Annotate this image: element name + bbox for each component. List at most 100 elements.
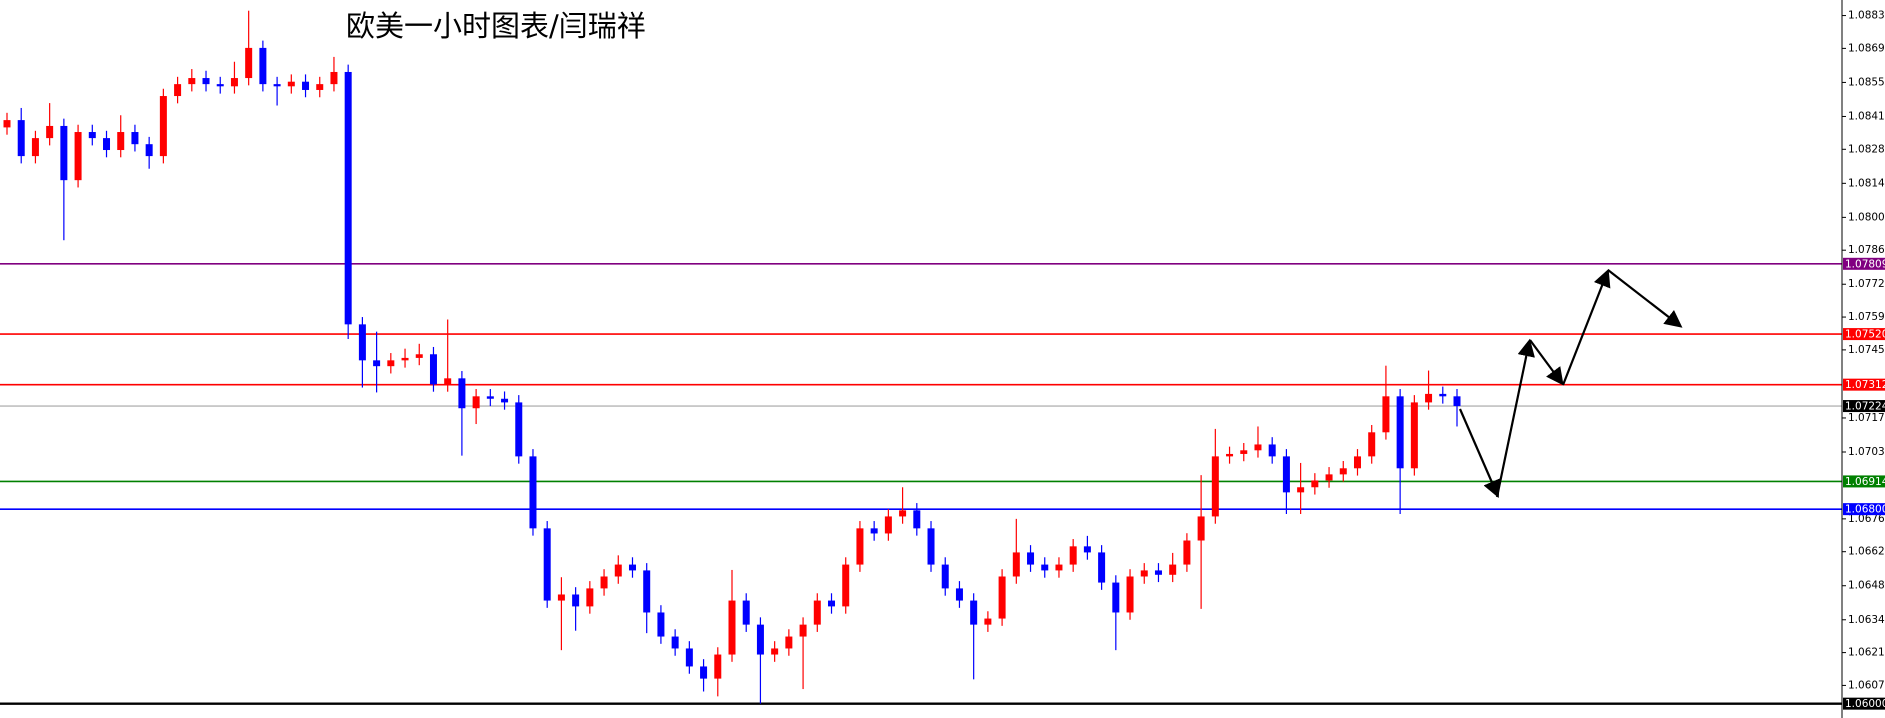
candle-body [1112, 582, 1120, 613]
candle-body [1410, 402, 1418, 469]
candle-body [1183, 540, 1191, 565]
arrow [1529, 339, 1564, 386]
candle-body [472, 396, 480, 409]
y-tick-label: 1.08695 [1848, 42, 1885, 54]
candle-body [714, 654, 722, 679]
arrow [1458, 408, 1500, 499]
candle-body [17, 120, 25, 157]
candle-body [998, 576, 1006, 619]
y-tick-label: 1.06075 [1848, 679, 1885, 691]
candle-body [259, 47, 267, 85]
candle-body [1353, 456, 1361, 469]
candle-body [1098, 552, 1106, 583]
candle-body [742, 600, 750, 625]
candle-body [756, 624, 764, 655]
candle-body [1169, 564, 1177, 575]
candle-body [1197, 516, 1205, 541]
candle-body [316, 84, 324, 90]
candle-body [515, 402, 523, 457]
candle-body [884, 516, 892, 534]
candle-body [913, 510, 921, 529]
candle-body [415, 354, 423, 358]
candle-body [302, 81, 310, 90]
level-label: 1.07224 [1845, 401, 1885, 413]
candle-body [188, 78, 196, 85]
candle-body [1339, 468, 1347, 475]
y-tick-label: 1.06760 [1848, 513, 1885, 525]
candle-body [1439, 393, 1447, 397]
candle-body [828, 600, 836, 607]
candle-body [586, 588, 594, 607]
level-label: 1.06000 [1845, 698, 1885, 710]
candle-body [1282, 456, 1290, 493]
candle-body [614, 564, 622, 577]
candle-body [245, 47, 253, 79]
candle-body [330, 71, 338, 85]
candle-body [216, 84, 224, 87]
candle-body [643, 570, 651, 613]
candle-body [1254, 444, 1262, 451]
candle-body [941, 564, 949, 589]
level-label-box [1843, 400, 1885, 413]
candle-body [600, 576, 608, 589]
candle-body [1211, 456, 1219, 517]
candle-body [557, 594, 565, 601]
level-label: 1.06914 [1845, 476, 1885, 488]
candle-body [842, 564, 850, 607]
chart-title: 欧美一小时图表/闫瑞祥 [346, 9, 646, 43]
level-label-box [1843, 503, 1885, 516]
y-tick-label: 1.08280 [1848, 143, 1885, 155]
candle-body [1368, 432, 1376, 457]
candle-body [1012, 552, 1020, 577]
candle-body [1126, 576, 1134, 613]
candle-body [771, 648, 779, 655]
level-label-box [1843, 257, 1885, 270]
candle-body [529, 456, 537, 529]
candle-body [628, 564, 636, 571]
candle-body [458, 378, 466, 409]
candle-body [444, 378, 452, 385]
candle-body [486, 396, 494, 399]
level-label: 1.07312 [1845, 379, 1885, 391]
candle-body [1083, 546, 1091, 553]
candle-body [1240, 450, 1248, 454]
candle-body [3, 120, 11, 128]
candle-body [145, 144, 153, 157]
candle-body [1396, 396, 1404, 469]
y-tick-label: 1.07455 [1848, 344, 1885, 356]
y-tick-label: 1.08140 [1848, 177, 1885, 189]
candle-body [501, 398, 509, 403]
y-tick-label: 1.06485 [1848, 580, 1885, 592]
level-label-box [1843, 475, 1885, 488]
level-label-box [1843, 697, 1885, 710]
candle-body [401, 357, 409, 361]
candle-body [103, 138, 111, 151]
y-tick-label: 1.08830 [1848, 10, 1885, 22]
candle-body [429, 354, 437, 385]
y-tick-label: 1.07175 [1848, 412, 1885, 424]
candle-body [46, 125, 54, 139]
candle-body [387, 360, 395, 367]
y-tick-label: 1.08000 [1848, 211, 1885, 223]
level-label-box [1843, 378, 1885, 391]
candle-body [785, 636, 793, 649]
candle-body [202, 78, 210, 85]
y-tick-label: 1.07590 [1848, 311, 1885, 323]
candle-body [856, 528, 864, 565]
candle-body [1382, 396, 1390, 433]
projection-arrows [1458, 268, 1683, 499]
candle-body [230, 78, 238, 87]
level-label: 1.07809 [1845, 258, 1885, 270]
level-label: 1.06800 [1845, 504, 1885, 516]
candle-body [60, 125, 68, 181]
candle-body [657, 612, 665, 637]
candle-body [543, 528, 551, 601]
candle-body [1154, 570, 1162, 575]
candle-body [131, 132, 139, 145]
candle-body [572, 594, 580, 607]
candle-body [970, 600, 978, 625]
y-tick-label: 1.08555 [1848, 76, 1885, 88]
candle-body [159, 96, 167, 157]
candle-body [344, 71, 352, 325]
